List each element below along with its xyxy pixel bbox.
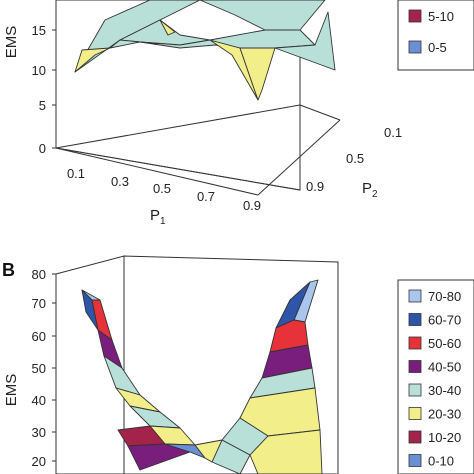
panel-b-surface (81, 279, 323, 474)
panel-b-legend-swatch (408, 360, 422, 373)
surface-a-face (239, 47, 276, 101)
panel-b-z-tick: 70 (32, 296, 46, 311)
panel-b-z-tick: 20 (32, 454, 46, 469)
panel-a-legend: 5-10 0-5 (397, 0, 474, 71)
panel-b-legend-swatch (408, 383, 422, 397)
panel-b-z-tick: 50 (32, 361, 46, 376)
surface-b-face (194, 439, 223, 463)
panel-a-x-tick: 0.9 (243, 198, 261, 213)
panel-a-floor (55, 104, 301, 191)
panel-a-x-tick: 0.3 (111, 174, 129, 189)
panel-a-legend-swatch (408, 40, 422, 54)
panel-a: 0 5 10 15 EMS 0.1 0.3 0.5 0.7 0.9 P1 0.1… (3, 0, 474, 227)
panel-a-x-tick: 0.7 (197, 189, 215, 204)
panel-b-legend-swatch (408, 430, 422, 444)
panel-b-letter: B (2, 260, 15, 280)
panel-b-legend-label: 60-70 (428, 313, 461, 328)
panel-a-surface (74, 0, 336, 101)
panel-b-legend-swatch (408, 407, 422, 420)
surface-b-face (249, 429, 323, 474)
panel-a-legend-label: 5-10 (428, 9, 454, 24)
panel-b-legend-swatch (408, 289, 422, 303)
panel-b-legend-label: 50-60 (428, 336, 461, 351)
panel-a-y-tick: 0.1 (384, 125, 402, 140)
panel-b-legend: 70-80 60-70 50-60 40-50 30-40 20-30 10-20 0-10 (397, 279, 474, 474)
panel-a-z-label: EMS (3, 26, 20, 59)
panel-a-floor-back (299, 104, 341, 121)
panel-a-floor-front (55, 147, 259, 196)
panel-a-z-tick: 10 (32, 63, 46, 78)
panel-b-legend-label: 10-20 (428, 430, 461, 445)
panel-b-z-tick: 80 (32, 267, 46, 282)
panel-b: B (2, 255, 474, 474)
panel-a-z-tick: 0 (39, 141, 46, 156)
panel-a-z-tick: 5 (39, 98, 46, 113)
panel-a-y-label: P2 (362, 180, 378, 200)
panel-b-legend-box (397, 279, 474, 474)
surface-a-face (274, 11, 336, 71)
surface-a-face (109, 39, 141, 49)
panel-a-legend-swatch (408, 9, 422, 23)
surface-a-face (159, 19, 176, 36)
panel-b-z-tick: 30 (32, 425, 46, 440)
panel-b-z-label: EMS (3, 374, 20, 407)
panel-a-legend-label: 0-5 (428, 40, 447, 55)
panel-b-legend-label: 70-80 (428, 289, 461, 304)
panel-b-z-tick: 60 (32, 329, 46, 344)
panel-a-x-label: P1 (150, 207, 166, 227)
panel-a-y-tick: 0.9 (306, 179, 324, 194)
panel-b-legend-label: 0-10 (428, 454, 454, 469)
panel-a-z-tick: 15 (32, 23, 46, 38)
panel-a-floor-right (257, 119, 341, 196)
panel-b-legend-label: 20-30 (428, 407, 461, 422)
panel-b-z-tick: 40 (32, 393, 46, 408)
panel-b-legend-label: 40-50 (428, 360, 461, 375)
panel-b-legend-swatch (408, 313, 422, 326)
panel-b-legend-swatch (408, 454, 422, 467)
panel-b-legend-swatch (408, 336, 422, 350)
panel-a-x-tick: 0.1 (67, 166, 85, 181)
panel-b-legend-label: 30-40 (428, 383, 461, 398)
panel-a-x-tick: 0.5 (153, 181, 171, 196)
panel-a-y-tick: 0.5 (346, 151, 364, 166)
